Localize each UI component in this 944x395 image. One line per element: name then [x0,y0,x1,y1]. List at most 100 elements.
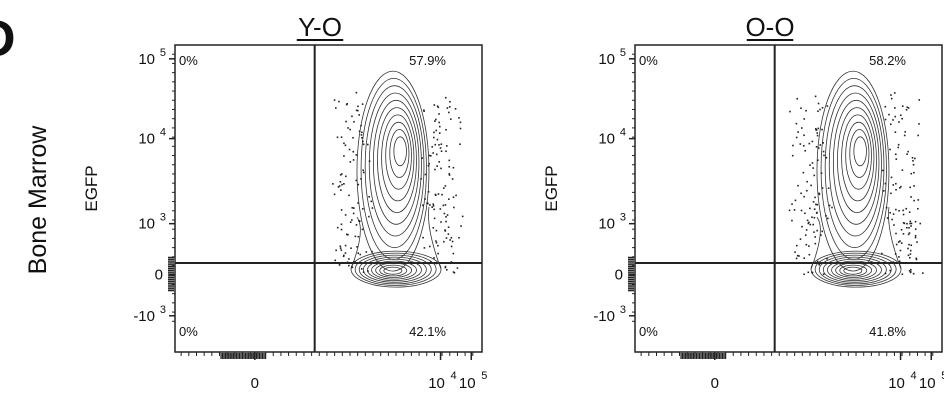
outlier-dot [452,252,455,255]
outlier-dot [791,154,794,157]
outlier-dot [811,216,813,219]
outlier-dot [445,268,448,271]
outlier-dot [900,242,903,244]
outlier-dot [339,262,341,265]
outlier-dot [908,211,911,213]
outlier-dot [461,215,464,218]
outlier-dot [428,163,430,165]
outlier-dot [909,253,912,255]
outlier-dot [423,109,425,112]
outlier-dot [910,244,913,247]
outlier-dot [816,203,819,206]
outlier-dot [799,238,802,240]
outlier-dot [809,164,811,166]
outlier-dot [449,239,451,241]
outlier-dot [901,105,904,107]
outlier-dot [433,208,435,211]
outlier-dot [344,244,347,247]
outlier-dot [804,149,806,152]
outlier-dot [882,190,885,192]
outlier-dot [427,262,430,265]
outlier-dot [338,100,340,103]
contour-ring [358,254,432,285]
outlier-dot [791,203,793,205]
outlier-dot [814,95,817,98]
outlier-dot [904,131,907,133]
outlier-dot [348,148,351,151]
outlier-dot [336,226,339,229]
outlier-dot [460,225,462,227]
outlier-dot [437,193,440,195]
y-tick-label: 10 [598,51,615,68]
outlier-dot [828,204,831,207]
outlier-dot [801,225,803,228]
outlier-dot [356,246,358,248]
outlier-dot [895,188,897,191]
outlier-dot [449,100,451,103]
outlier-dot [426,202,428,204]
contour-ring [828,92,882,237]
outlier-dot [913,171,915,174]
outlier-dot [815,203,817,206]
y-tick-label: 0 [615,267,623,284]
outlier-dot [815,127,817,130]
contour-ring [354,252,437,286]
outlier-dot [802,144,805,147]
outlier-dot [344,252,347,254]
outlier-dot [362,169,364,172]
outlier-dot [803,118,806,120]
outlier-dot [439,208,442,210]
outlier-dot [334,259,337,262]
outlier-dot [808,221,810,224]
outlier-dot [361,228,364,231]
contour-ring [360,77,427,260]
outlier-dot [432,203,435,206]
outlier-dot [805,109,807,112]
outlier-dot [430,261,432,263]
outlier-dot [816,229,818,232]
outlier-dot [795,257,798,260]
outlier-dot [459,143,461,146]
y-tick-label: 10 [598,216,615,233]
contour-ring [824,85,885,249]
panel-title: O-O [745,12,794,42]
outlier-dot [422,204,424,207]
outlier-dot [438,113,440,115]
outlier-dot [361,131,363,134]
outlier-dot [448,174,451,176]
outlier-dot [347,127,349,129]
outlier-dot [819,108,821,111]
outlier-dot [914,228,917,231]
outlier-dot [337,186,340,188]
contour-ring [820,77,887,260]
outlier-dot [443,212,446,215]
outlier-dot [340,228,343,231]
outlier-dot [791,219,793,222]
contour-ring [839,264,868,277]
outlier-dot [357,235,360,238]
outlier-dot [789,110,791,113]
outlier-dot [435,241,438,244]
outlier-dot [798,255,800,257]
contour-ring [849,129,870,178]
contour-ring [377,107,417,214]
outlier-dot [444,204,447,206]
outlier-dot [812,167,814,169]
contour-ring [814,252,897,286]
outlier-dot [909,271,912,274]
outlier-dot [815,146,818,148]
outlier-dot [884,118,887,121]
outlier-dot [422,236,424,239]
outlier-dot [343,142,345,145]
outlier-dot [445,145,448,147]
quadrant-label-bottom-right: 42.1% [409,324,446,339]
outlier-dot [434,120,436,122]
outlier-dot [814,236,816,238]
outlier-dot [444,266,447,269]
y-tick-exponent: 3 [160,304,166,316]
outlier-dot [794,199,797,202]
outlier-dot [343,183,345,185]
contour-ring [372,99,420,225]
y-tick-label: 10 [138,51,155,68]
y-tick-exponent: 4 [620,127,626,139]
